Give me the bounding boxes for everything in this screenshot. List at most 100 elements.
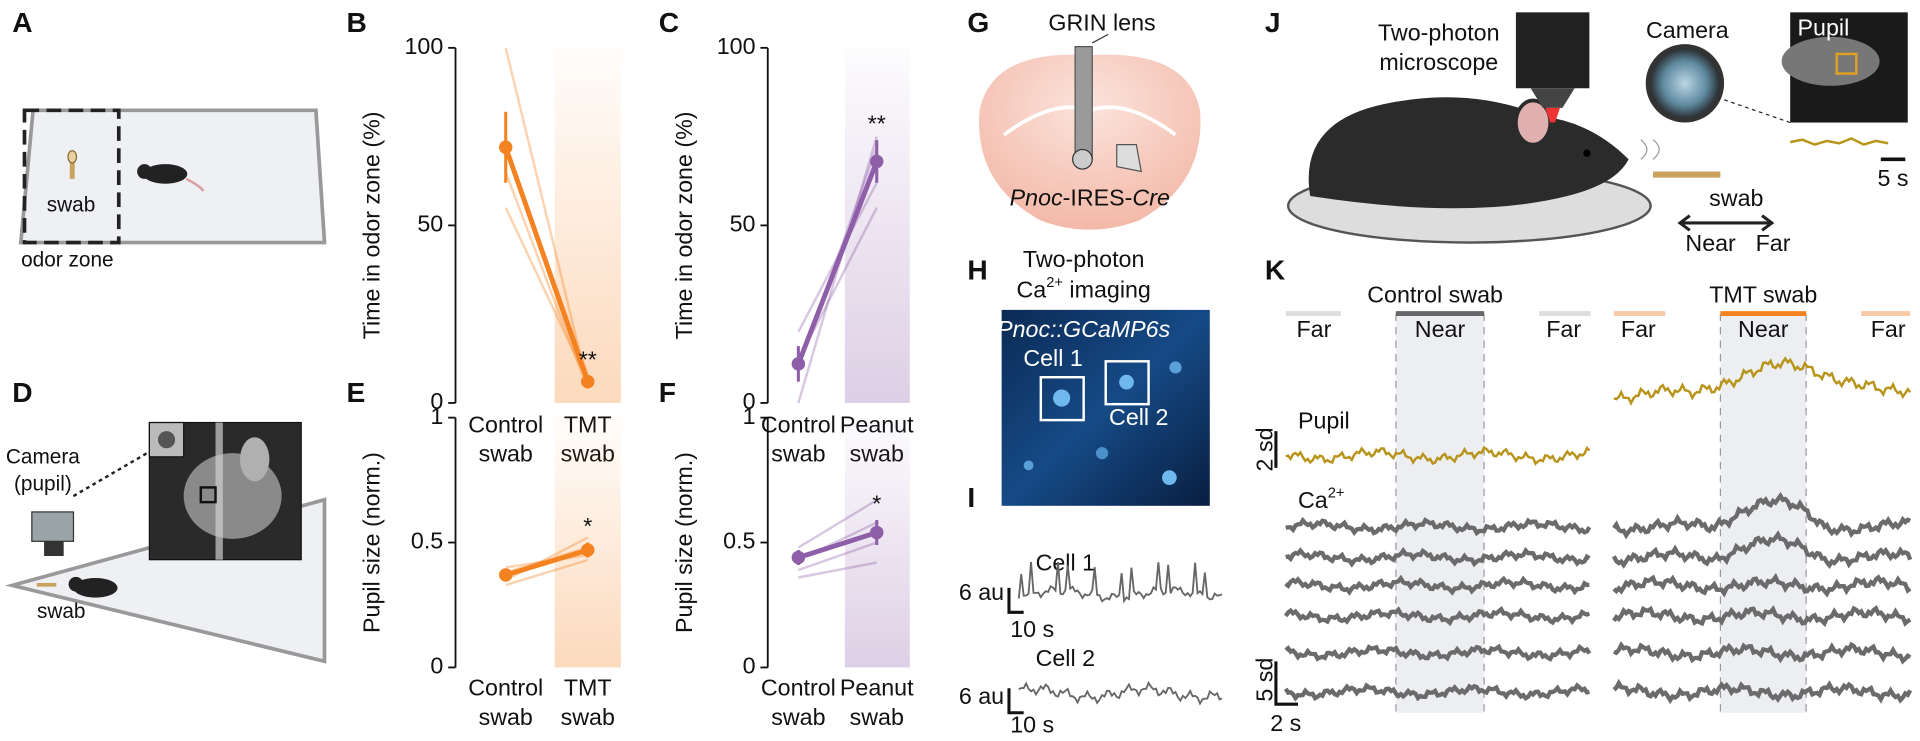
panel-a-art <box>18 108 327 245</box>
panel-k-art <box>1274 311 1911 713</box>
mean-point <box>791 550 806 565</box>
subject-line <box>504 207 589 383</box>
label: Ca2+ imaging <box>1016 275 1150 303</box>
x-tick-label: Peanut <box>840 675 914 701</box>
subject-line <box>504 47 589 386</box>
y-axis-label: Pupil size (norm.) <box>671 452 697 633</box>
label: Far <box>1296 316 1331 342</box>
mean-line <box>797 530 878 560</box>
mean-line <box>505 547 589 578</box>
significance: ** <box>579 347 597 373</box>
label: GRIN lens <box>1048 10 1155 36</box>
panel-label: A <box>12 7 32 38</box>
label: Cell 2 <box>1109 404 1168 430</box>
label-part: Pnoc <box>1010 185 1063 211</box>
trace <box>1018 680 1223 706</box>
y-tick-label: 0.5 <box>723 528 755 554</box>
mean-point <box>791 357 806 371</box>
label: Camera <box>6 446 80 469</box>
label: (pupil) <box>14 472 72 495</box>
label: swab <box>37 600 86 623</box>
label: Near <box>1415 316 1466 342</box>
label: Far <box>1756 230 1791 256</box>
trace <box>1284 643 1592 662</box>
label-part: imaging <box>1063 277 1151 303</box>
y-tick-label: 1 <box>743 403 756 429</box>
label: 5 s <box>1878 165 1909 191</box>
label: Cell 2 <box>1036 645 1095 671</box>
label-part: Ca <box>1016 277 1046 303</box>
label: Two-photon <box>1023 246 1145 272</box>
mean-point <box>498 568 513 582</box>
label: Far <box>1621 316 1656 342</box>
x-tick-label: swab <box>850 704 904 730</box>
subject-line <box>797 541 878 572</box>
trace <box>1611 530 1913 569</box>
mean-point <box>581 543 595 557</box>
condition-band <box>844 47 910 403</box>
label: Pupil <box>1798 15 1850 41</box>
panel-d-art <box>4 421 327 664</box>
y-tick-label: 0 <box>743 653 756 679</box>
x-tick-label: Control <box>468 411 543 437</box>
panel-label: E <box>347 377 366 408</box>
label: swab <box>47 193 96 216</box>
panel-label: K <box>1265 254 1286 285</box>
x-tick-label: Control <box>468 675 543 701</box>
mean-point <box>498 140 513 155</box>
mean-point <box>581 374 595 389</box>
label: swab <box>1709 185 1763 211</box>
label: 2 sd <box>1251 428 1277 472</box>
mean-line <box>796 160 880 365</box>
scale-bar <box>1007 587 1024 715</box>
significance: * <box>872 491 881 517</box>
x-tick-label: Control <box>761 675 836 701</box>
panel-label: G <box>967 7 989 38</box>
trace <box>1284 574 1590 596</box>
label: Near <box>1685 230 1736 256</box>
trace <box>1285 546 1591 568</box>
label: TMT swab <box>1709 282 1817 308</box>
x-tick-label: swab <box>479 704 533 730</box>
label: Pnoc::GCaMP6s <box>997 316 1171 342</box>
panel-label: J <box>1265 7 1281 38</box>
x-tick-label: swab <box>771 704 825 730</box>
subject-line <box>504 171 589 390</box>
trace <box>1017 561 1223 604</box>
label: 10 s <box>1010 616 1054 642</box>
panel-label: H <box>967 254 987 285</box>
y-tick-label: 0 <box>430 653 443 679</box>
label: Camera <box>1646 17 1729 43</box>
trace <box>1285 445 1591 466</box>
label: Control swab <box>1367 282 1503 308</box>
label: 10 s <box>1010 711 1054 737</box>
label: 6 au <box>959 579 1004 605</box>
y-tick-label: 0 <box>430 388 443 414</box>
x-tick-label: swab <box>479 441 533 467</box>
label-part: Ca <box>1298 487 1328 513</box>
y-axis-label: Time in odor zone (%) <box>359 111 385 339</box>
mean-line <box>503 146 591 383</box>
panel-label: F <box>659 377 676 408</box>
subject-line <box>797 499 878 549</box>
y-tick-label: 0.5 <box>411 528 443 554</box>
x-tick-label: swab <box>771 441 825 467</box>
label: Pnoc-IRES-Cre <box>1010 185 1170 211</box>
subject-line <box>798 561 877 579</box>
label: Cell 1 <box>1036 550 1095 576</box>
trace <box>1613 356 1912 407</box>
label-part: -IRES- <box>1063 185 1133 211</box>
panel-label: C <box>659 7 679 38</box>
mean-point <box>870 525 884 540</box>
x-tick-label: Control <box>761 411 836 437</box>
panel-g-art <box>979 33 1201 230</box>
label: Two-photon <box>1378 20 1500 46</box>
trace <box>1612 605 1912 628</box>
trace <box>1612 641 1912 665</box>
panel-label: I <box>967 482 975 513</box>
y-tick-label: 100 <box>717 33 756 59</box>
trace <box>1612 572 1912 598</box>
significance: * <box>583 513 592 539</box>
subject-line <box>505 558 589 587</box>
